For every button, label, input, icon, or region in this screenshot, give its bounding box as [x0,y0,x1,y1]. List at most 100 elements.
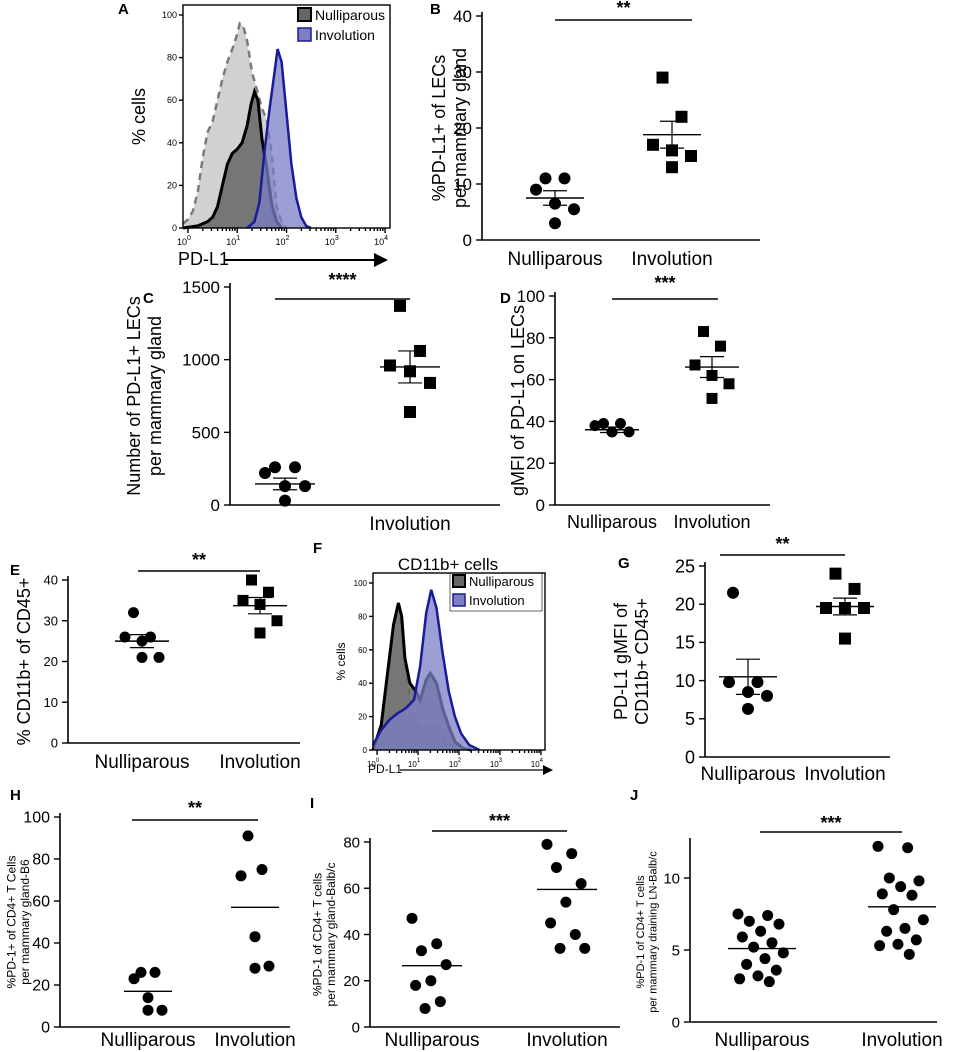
panel-letter: E [10,562,20,579]
data-point [549,217,561,230]
data-point [424,376,436,389]
panel-letter: A [118,1,129,18]
data-point [876,888,888,900]
x-tick-label: 103 [490,758,503,769]
tick-base: 10 [325,237,335,247]
y-tick-label: 25 [675,556,695,576]
series-nulliparous [115,607,169,663]
y-tick-label: 1000 [182,351,220,370]
y-tick-label: 60 [343,881,360,898]
y-axis-label: % cells [334,642,348,680]
data-point [249,962,261,974]
data-point [541,838,553,850]
data-point [263,960,275,972]
significance-label: *** [489,811,510,831]
tick-exponent: 1 [236,235,240,242]
category-label: Involution [219,752,300,773]
tick-base: 10 [449,760,458,769]
panel-b: B 0 10 20 30 40 %PD-L1+ of LECsper mammary gla… [429,0,760,270]
y-axis-label: % cells [129,88,149,145]
data-point [153,651,165,663]
data-point [903,948,915,960]
y-tick-label: 40 [44,573,58,588]
series-involution [380,299,440,418]
tick-exponent: 3 [499,758,503,764]
legend-frame [449,572,543,612]
tick-exponent: 4 [384,235,388,242]
data-point [848,582,861,595]
y-tick-label: 80 [32,852,50,869]
y-tick-label: 100 [517,287,545,306]
data-point [685,150,697,162]
data-point [128,973,140,985]
data-point [770,964,782,976]
category-label: Involution [214,1030,295,1051]
category-label: Involution [631,249,712,270]
legend-swatch-nulliparous [452,574,466,588]
data-point [299,480,311,493]
category-label: Nulliparous [100,1030,195,1051]
data-point [759,953,771,965]
series-nulliparous [402,912,462,1014]
data-point [743,915,755,927]
y-tick-label: 15 [675,633,695,653]
y-tick-label: 60 [358,646,367,655]
data-point [666,161,678,174]
data-point [271,615,283,627]
y-tick-label: 60 [32,894,50,911]
data-point [550,861,562,873]
series-involution [685,326,739,404]
y-axis-label-line: per mammary gland [145,316,165,476]
data-point [598,417,609,429]
y-tick-label: 1500 [182,278,220,297]
y-tick-label: 20 [32,978,50,995]
data-point [910,934,922,946]
data-point [136,651,148,663]
y-axis-label: %PD-1 of CD4+ T cellsper mammary gland-B… [310,862,338,1006]
data-point [384,359,396,372]
data-point [698,326,709,338]
data-point [741,958,753,970]
y-axis-label-line: %PD-1 of CD4+ T cells [310,873,324,996]
category-label: Nulliparous [507,249,602,270]
legend-label: Nulliparous [469,574,535,589]
panel-i: I 0 20 40 60 80 %PD-1 of CD4+ T cellsper mamma… [310,795,620,1051]
data-point [732,908,744,920]
panel-letter: F [313,540,322,557]
category-label: Nulliparous [700,764,795,785]
y-axis-label-line: gMFI of PD-L1 on LECs [508,305,528,496]
y-tick-label: 0 [352,1019,360,1036]
data-point [872,840,884,852]
y-tick-label: 5 [672,942,680,959]
x-tick-label: 102 [449,758,462,769]
y-tick-label: 40 [526,412,545,431]
data-point [259,467,271,480]
data-point [829,567,842,580]
data-point [647,138,659,151]
y-axis-label-line: %PD-1+ of CD4+ T Cells [4,856,18,989]
data-point [279,494,291,507]
y-axis-label: % CD11b+ of CD45+ [14,578,34,746]
data-point [675,110,688,123]
data-point [440,959,452,971]
y-tick-label: 40 [167,138,177,148]
series-involution [868,840,936,960]
series-involution [233,574,287,639]
tick-base: 10 [276,237,286,247]
data-point [539,172,552,185]
data-point [246,574,257,586]
y-tick-label: 40 [358,679,367,688]
y-axis-label: %PD-1+ of CD4+ T Cellsper mammary gland-… [4,856,32,989]
tick-base: 10 [408,760,417,769]
data-point [899,922,911,934]
series-involution [537,838,597,954]
data-point [269,461,281,474]
x-tick-label: 100 [177,235,191,247]
x-tick-label: 103 [325,235,339,247]
y-tick-label: 0 [536,496,545,515]
data-point [888,904,900,916]
data-point [715,340,726,352]
panel-letter: C [143,290,154,307]
legend-label: Involution [469,593,525,608]
y-axis-label-line: % CD11b+ of CD45+ [14,578,34,746]
